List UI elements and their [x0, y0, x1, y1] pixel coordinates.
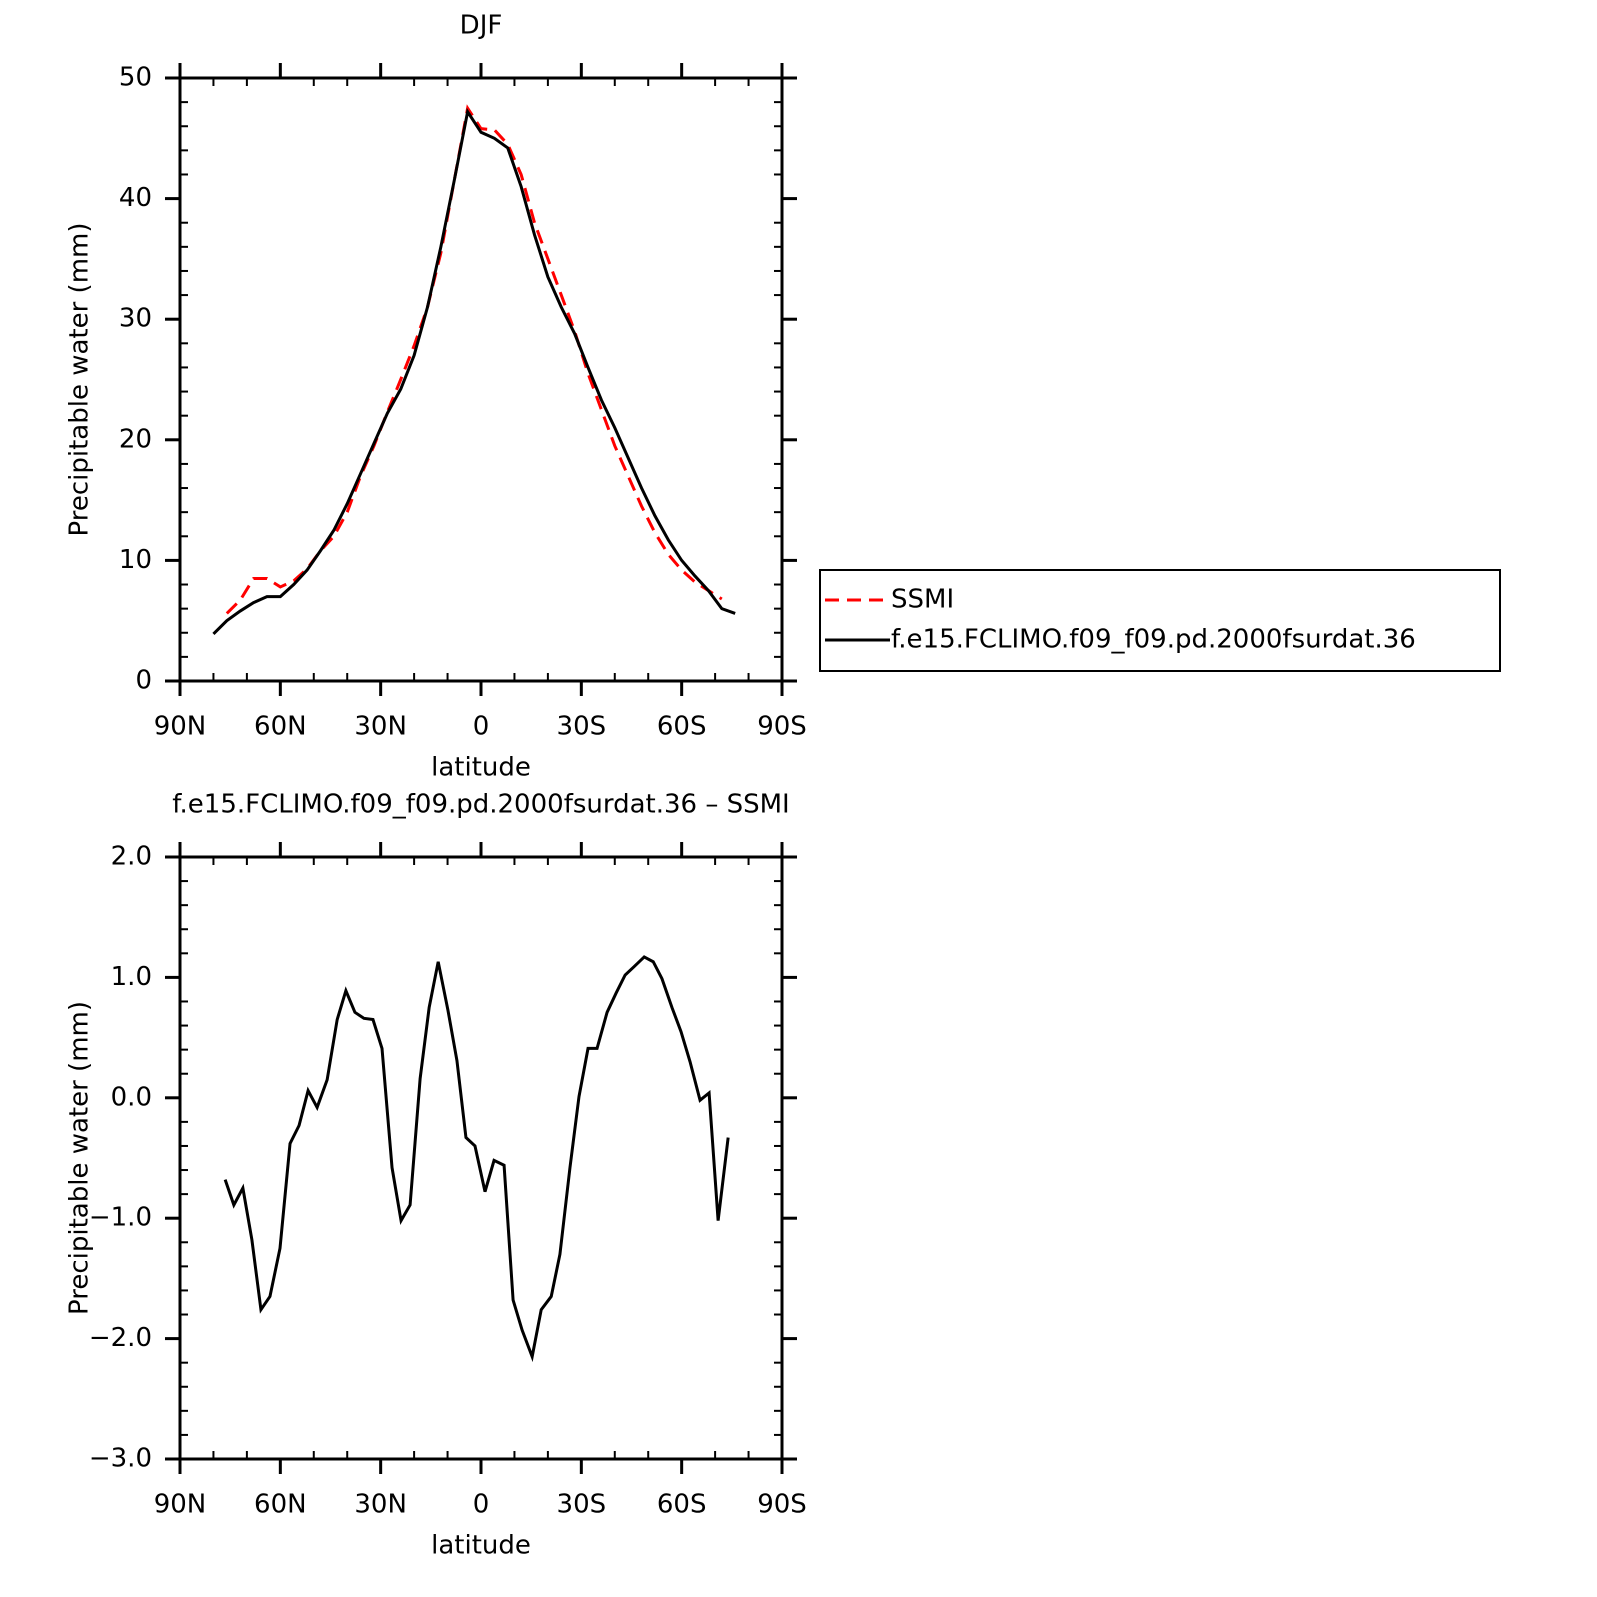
x-tick-label: 90N [154, 1490, 207, 1520]
y-tick-label: −1.0 [89, 1203, 152, 1233]
y-tick-label: 2.0 [111, 842, 152, 872]
y-tick-label: 1.0 [111, 962, 152, 992]
x-axis-label: latitude [431, 1531, 531, 1561]
legend-label: f.e15.FCLIMO.f09_f09.pd.2000fsurdat.36 [891, 625, 1416, 655]
x-tick-label: 90N [154, 712, 207, 742]
y-axis-label: Precipitable water (mm) [65, 1001, 95, 1315]
plot-frame [178, 855, 784, 1461]
y-tick-label: 20 [119, 424, 152, 454]
chart-title: f.e15.FCLIMO.f09_f09.pd.2000fsurdat.36 –… [172, 790, 789, 820]
x-tick-label: 90S [757, 1490, 807, 1520]
legend-label: SSMI [891, 585, 954, 615]
x-tick-label: 30S [557, 1490, 607, 1520]
chart-title: DJF [460, 11, 503, 41]
plot-frame [178, 76, 784, 683]
x-axis-label: latitude [431, 753, 531, 783]
x-tick-label: 30N [354, 712, 407, 742]
x-tick-label: 90S [757, 712, 807, 742]
y-tick-label: 0.0 [111, 1082, 152, 1112]
y-tick-label: −2.0 [89, 1323, 152, 1353]
y-tick-label: 50 [119, 63, 152, 93]
y-tick-label: 0 [135, 666, 152, 696]
y-tick-label: 30 [119, 304, 152, 334]
x-tick-label: 60N [254, 712, 307, 742]
legend-box [819, 569, 1501, 672]
x-tick-label: 30S [557, 712, 607, 742]
x-tick-label: 0 [473, 712, 490, 742]
y-tick-label: −3.0 [89, 1444, 152, 1474]
data-line [223, 955, 730, 1363]
x-tick-label: 30N [354, 1490, 407, 1520]
x-tick-label: 60N [254, 1490, 307, 1520]
data-line [212, 107, 736, 636]
data-line [225, 104, 723, 615]
x-tick-label: 0 [473, 1490, 490, 1520]
y-tick-label: 40 [119, 183, 152, 213]
x-tick-label: 60S [657, 712, 707, 742]
y-axis-label: Precipitable water (mm) [65, 223, 95, 537]
y-tick-label: 10 [119, 545, 152, 575]
x-tick-label: 60S [657, 1490, 707, 1520]
